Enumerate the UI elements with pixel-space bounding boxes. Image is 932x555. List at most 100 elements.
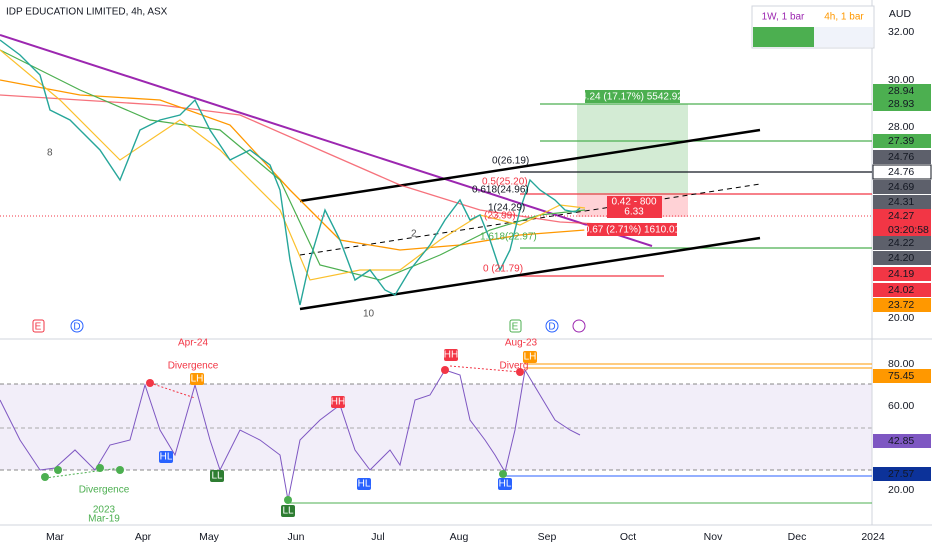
axis-label: 24.19 [888, 268, 914, 280]
rsi-text: 2023 [93, 505, 116, 516]
axis-tag [873, 369, 931, 383]
pivot-dot [54, 466, 62, 474]
rsi-text: Diverg [500, 361, 529, 372]
fib-label: 0.618(24.96) [472, 185, 529, 196]
wave-label: 10 [363, 309, 375, 320]
axis-tag [873, 195, 931, 209]
axis-tag [873, 84, 931, 98]
time-label: Dec [788, 531, 807, 543]
fib-label: 0.5(25.20) [482, 177, 528, 188]
axis-label: 24.20 [888, 252, 914, 264]
axis-label: 32.00 [888, 26, 914, 38]
event-label[interactable]: D [73, 322, 80, 333]
label-bg [585, 90, 680, 103]
rsi-text: Divergence [168, 361, 219, 372]
axis-tag [873, 180, 931, 194]
axis-label: 30.00 [888, 74, 914, 86]
pivot-badge [190, 373, 204, 385]
pivot-dot [96, 464, 104, 472]
axis-tag [873, 251, 931, 265]
axis-tag [873, 134, 931, 148]
axis-label: 28.94 [888, 85, 914, 97]
legend-cell [814, 27, 873, 47]
event-label[interactable]: E [35, 322, 42, 333]
axis-label: 24.31 [888, 196, 914, 208]
pivot-badge [159, 451, 173, 463]
time-label: Nov [704, 531, 723, 543]
axis-tag [873, 236, 931, 250]
events: E D E D [32, 319, 586, 333]
wave-label: 2 [411, 229, 417, 240]
channel-mid [299, 183, 761, 256]
event-icon[interactable] [509, 319, 522, 333]
axis-label: 28.93 [888, 98, 914, 110]
axis-label: 27.39 [888, 135, 914, 147]
axis-label: 24.76 [888, 166, 914, 178]
time-label: Jun [288, 531, 305, 543]
pivot-badge [444, 349, 458, 361]
pivot-dot [146, 379, 154, 387]
wave-label: 8 [47, 148, 53, 159]
pivot-label: HL [358, 479, 371, 490]
time-label: Aug [450, 531, 469, 543]
axis-label: 60.00 [888, 400, 914, 412]
pivot-dot [516, 368, 524, 376]
pivot-label: LH [191, 374, 204, 385]
pivot-badge [210, 470, 224, 482]
event-icon[interactable] [70, 319, 84, 333]
event-label[interactable]: D [548, 322, 555, 333]
time-label: Jul [371, 531, 384, 543]
axis-label: 24.22 [888, 237, 914, 249]
time-label: 2024 [861, 531, 885, 543]
legend-cell [753, 27, 814, 47]
channel [299, 236, 761, 311]
price-series [0, 39, 581, 306]
rsi-text: Apr-24 [178, 338, 208, 349]
fib-label: 1.618(22.97) [480, 232, 537, 243]
pivot-badge [357, 478, 371, 490]
rsi-band [0, 384, 872, 470]
axis-label: 03:20:58 [888, 224, 929, 236]
legend-item[interactable]: 1W, 1 bar [762, 12, 805, 23]
fib-label: 0(26.19) [492, 156, 529, 167]
axis-label: 27.57 [888, 468, 914, 480]
time-label: Oct [620, 531, 636, 543]
pivot-badge [498, 478, 512, 490]
label-bg [607, 196, 662, 218]
rsi-text: Divergence [79, 485, 130, 496]
stop-label: 0.67 (2.71%) 1610.01 [584, 225, 681, 236]
currency[interactable]: AUD [889, 8, 912, 20]
event-icon[interactable] [545, 319, 559, 333]
time-label: Sep [538, 531, 557, 543]
event-icon[interactable] [32, 319, 45, 333]
pivot-label: LH [524, 352, 537, 363]
risk-label: 0.42 - 800 [611, 197, 656, 208]
axis-label: 20.00 [888, 484, 914, 496]
time-label: May [199, 531, 220, 543]
axis-tag [873, 223, 931, 237]
rsi-text: Aug-23 [505, 338, 538, 349]
axis-label: 42.85 [888, 435, 914, 447]
event-icon[interactable] [572, 319, 586, 333]
axis-tag [873, 283, 931, 297]
target-label: 4.24 (17.17%) 5542.92 [581, 92, 683, 103]
axis-tag [873, 209, 931, 223]
trendline [0, 34, 653, 247]
axis-tag [873, 150, 931, 164]
channel [299, 128, 761, 203]
axis-label: 24.27 [888, 210, 914, 222]
pivot-dot [41, 473, 49, 481]
axis-label: 24.69 [888, 181, 914, 193]
pivot-label: LL [211, 471, 223, 482]
pivot-label: HL [160, 452, 173, 463]
axis-tag [872, 164, 932, 180]
rsi-text: Mar-19 [88, 514, 120, 525]
time-label: Mar [46, 531, 65, 543]
legend-item[interactable]: 4h, 1 bar [824, 12, 864, 23]
axis-label: 20.00 [888, 312, 914, 324]
pivot-badge [523, 351, 537, 363]
event-label[interactable]: E [512, 322, 519, 333]
axis-label: 80.00 [888, 358, 914, 370]
